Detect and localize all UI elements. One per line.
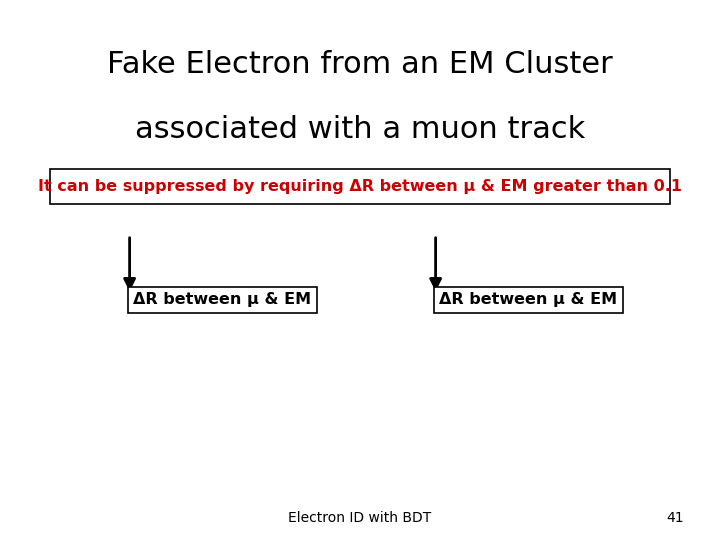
Text: 41: 41 — [667, 511, 684, 525]
Text: It can be suppressed by requiring ΔR between μ & EM greater than 0.1: It can be suppressed by requiring ΔR bet… — [38, 179, 682, 194]
Text: Electron ID with BDT: Electron ID with BDT — [289, 511, 431, 525]
FancyBboxPatch shape — [50, 168, 670, 204]
Text: Fake Electron from an EM Cluster: Fake Electron from an EM Cluster — [107, 50, 613, 79]
Text: ΔR between μ & EM: ΔR between μ & EM — [439, 292, 617, 307]
Text: ΔR between μ & EM: ΔR between μ & EM — [133, 292, 311, 307]
Text: associated with a muon track: associated with a muon track — [135, 115, 585, 144]
